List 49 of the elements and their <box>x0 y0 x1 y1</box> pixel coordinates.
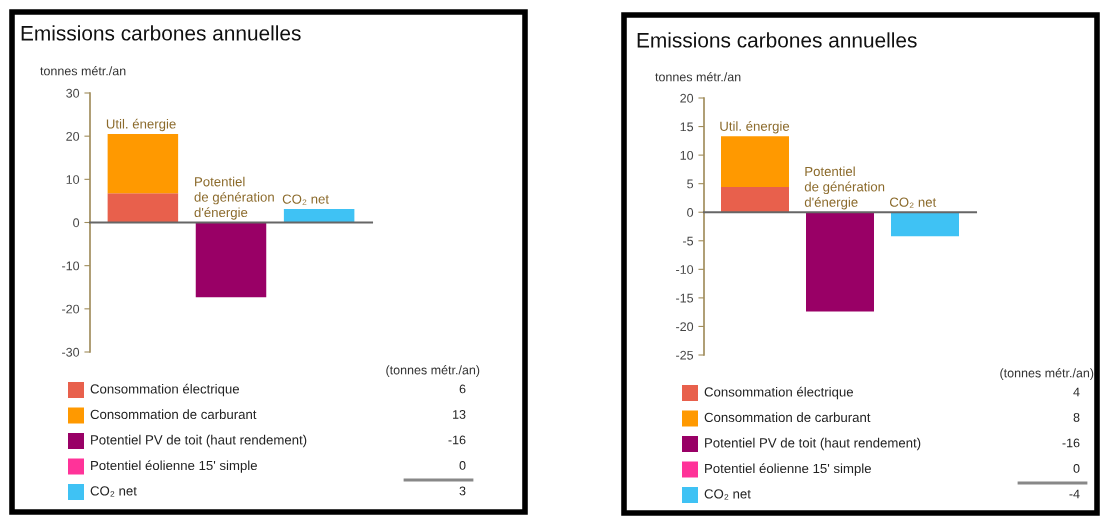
legend-label: Potentiel PV de toit (haut rendement) <box>705 437 921 451</box>
y-tick-label: -10 <box>62 261 80 271</box>
y-tick-label: 20 <box>680 93 694 103</box>
y-tick-label: 5 <box>687 179 694 189</box>
text: 3 <box>459 486 466 496</box>
text: 4 <box>1073 387 1080 397</box>
chart-title: Emissions carbones annuelles <box>637 32 917 48</box>
legend-label: Consommation de carburant <box>704 412 871 423</box>
legend-label: Potentiel éolienne 15' simple <box>705 463 871 476</box>
legend-label: Consommation électrique <box>90 383 240 397</box>
x-tick-label: Potentiel de génération d'énergie <box>194 176 274 220</box>
text: -16 <box>1062 438 1080 448</box>
text: 8 <box>1073 413 1080 422</box>
legend-label: Potentiel PV de toit (haut rendement) <box>91 434 307 448</box>
y-tick-label: -20 <box>676 322 694 332</box>
y-tick-label: 0 <box>73 218 80 228</box>
legend-label: Potentiel éolienne 15' simple <box>91 460 257 473</box>
y-tick-label: -10 <box>676 265 694 274</box>
text: -4 <box>1069 489 1080 499</box>
y-tick-label: 20 <box>66 131 80 141</box>
x-tick-label: CO₂ net <box>282 194 329 205</box>
y-tick-label: 15 <box>680 122 694 132</box>
text: 0 <box>459 461 466 470</box>
chart-title: Emissions carbones annuelles <box>21 25 301 41</box>
y-tick-label: 30 <box>66 88 80 98</box>
legend-label: Consommation de carburant <box>90 409 257 420</box>
x-tick-label: Util. énergie <box>106 118 176 132</box>
y-axis-title: tonnes métr./an <box>40 66 126 76</box>
text: (tonnes métr./an) <box>386 365 480 377</box>
text: -16 <box>448 435 466 445</box>
text: (tonnes métr./an) <box>1000 368 1094 380</box>
y-tick-label: -5 <box>683 236 694 246</box>
x-tick-label: Util. énergie <box>720 121 790 134</box>
y-tick-label: 0 <box>687 208 694 217</box>
y-tick-label: 10 <box>66 175 80 184</box>
text: 13 <box>453 410 466 419</box>
y-tick-label: 10 <box>680 150 694 160</box>
y-axis-title: tonnes métr./an <box>655 72 741 82</box>
y-tick-label: -25 <box>676 350 694 360</box>
legend-label: Consommation électrique <box>704 386 854 400</box>
y-tick-label: -15 <box>676 293 694 303</box>
text: 6 <box>459 384 466 394</box>
x-tick-label: Potentiel de génération d'énergie <box>804 166 885 210</box>
legend-label: CO₂ net <box>90 486 137 497</box>
legend-label: CO₂ net <box>704 489 751 500</box>
text: 0 <box>1073 464 1080 473</box>
y-tick-label: -20 <box>62 304 80 314</box>
y-tick-label: -30 <box>62 347 80 357</box>
x-tick-label: CO₂ net <box>889 197 937 208</box>
